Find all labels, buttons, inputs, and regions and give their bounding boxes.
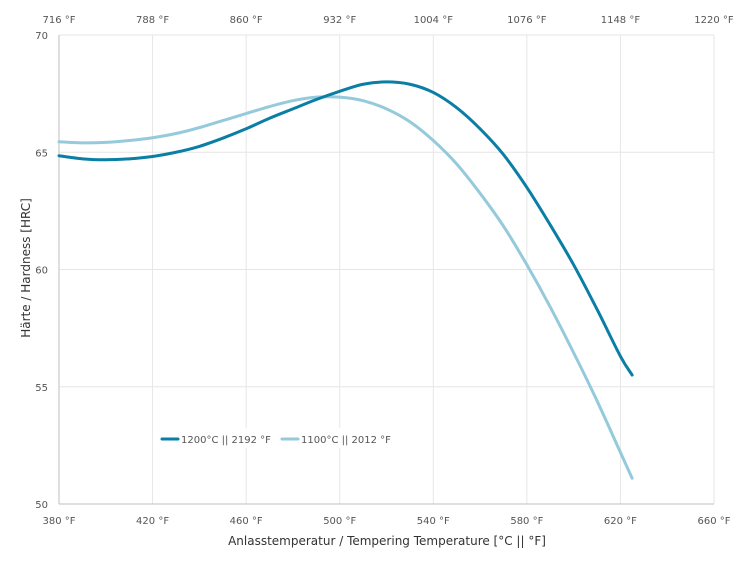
- y-axis-title: Härte / Hardness [HRC]: [19, 198, 33, 338]
- y-tick-label: 70: [35, 31, 48, 42]
- x-tick-label: 500 °F: [323, 516, 356, 527]
- x-tick-label: 420 °F: [136, 516, 169, 527]
- x-tick-label: 580 °F: [510, 516, 543, 527]
- y-tick-label: 55: [35, 383, 48, 394]
- series-line-1200: [57, 80, 634, 377]
- series-line-1100: [57, 95, 634, 480]
- x-tick-label: 620 °F: [604, 516, 637, 527]
- tick-labels: 380 °F 420 °F 460 °F 500 °F 540 °F 580 °F 620 …: [35, 15, 734, 527]
- axes: [58, 35, 714, 505]
- x2-tick-label: 1004 °F: [414, 15, 454, 26]
- x2-tick-label: 1220 °F: [694, 15, 734, 26]
- y-tick-label: 65: [35, 148, 48, 159]
- x2-tick-label: 716 °F: [42, 15, 75, 26]
- y-tick-label: 50: [35, 500, 48, 511]
- x-tick-label: 540 °F: [417, 516, 450, 527]
- legend: 1200°C || 2192 °F 1100°C || 2012 °F: [153, 428, 403, 448]
- x2-tick-label: 860 °F: [230, 15, 263, 26]
- series-lines: [57, 80, 634, 480]
- x-tick-label: 460 °F: [230, 516, 263, 527]
- x2-tick-label: 1148 °F: [601, 15, 641, 26]
- x-tick-label: 380 °F: [42, 516, 75, 527]
- x-tick-label: 660 °F: [697, 516, 730, 527]
- legend-label-1200: 1200°C || 2192 °F: [181, 435, 271, 446]
- x2-tick-label: 1076 °F: [507, 15, 547, 26]
- y-tick-label: 60: [35, 266, 48, 277]
- x-axis-title: Anlasstemperatur / Tempering Temperature…: [228, 534, 546, 548]
- legend-background: [153, 428, 403, 448]
- x2-tick-label: 932 °F: [323, 15, 356, 26]
- legend-label-1100: 1100°C || 2012 °F: [301, 435, 391, 446]
- x2-tick-label: 788 °F: [136, 15, 169, 26]
